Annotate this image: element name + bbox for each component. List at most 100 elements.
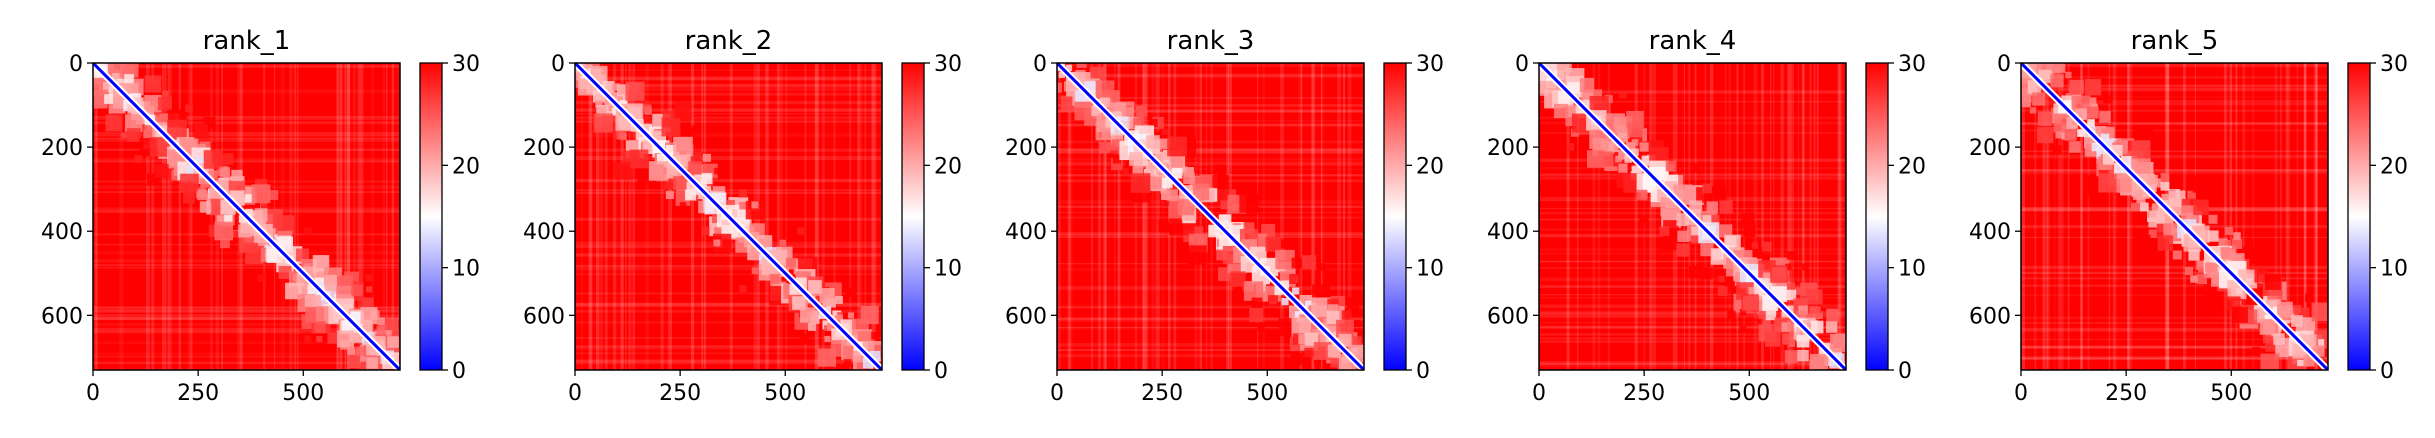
heatmap-block <box>1347 296 1360 310</box>
heatmap-streak <box>1634 63 1636 370</box>
heatmap-block <box>278 265 292 279</box>
heatmap-block <box>701 172 713 184</box>
heatmap-streak <box>660 63 664 370</box>
y-tick-label: 600 <box>1005 304 1047 329</box>
heatmap-block <box>612 107 620 115</box>
heatmap-block <box>1161 177 1173 189</box>
heatmap-block <box>1130 173 1151 193</box>
colorbar <box>1865 62 1889 371</box>
heatmap-streak <box>2021 150 2328 153</box>
heatmap-streak <box>2021 169 2328 173</box>
heatmap-streak <box>691 63 695 370</box>
heatmap-streak <box>575 108 882 112</box>
heatmap-block <box>641 123 653 134</box>
heatmap-block <box>231 169 243 182</box>
heatmap-block <box>2098 173 2118 193</box>
heatmap-block <box>376 354 386 365</box>
heatmap-streak <box>1057 96 1364 99</box>
plot-frame <box>1538 62 1847 371</box>
heatmap-block <box>1809 306 1821 318</box>
heatmap-streak <box>596 63 600 370</box>
heatmap-block <box>2091 142 2101 152</box>
x-tick-label: 500 <box>764 381 806 406</box>
heatmap-streak <box>1057 140 1364 144</box>
heatmap-streak <box>2128 63 2133 370</box>
heatmap-streak <box>1539 252 1846 255</box>
heatmap-block <box>613 162 631 180</box>
heatmap-cells <box>1539 63 1846 370</box>
heatmap-block <box>679 202 687 209</box>
heatmap-block <box>1702 183 1712 194</box>
heatmap-block <box>360 307 378 325</box>
heatmap-block <box>1233 286 1242 296</box>
heatmap-block <box>1214 164 1227 178</box>
heatmap-block <box>1160 151 1170 161</box>
heatmap-diagonal <box>2021 63 2328 370</box>
heatmap-block <box>701 226 710 236</box>
heatmap-block <box>1739 325 1747 333</box>
heatmap-streak <box>1539 248 1846 251</box>
heatmap-block <box>1748 286 1757 296</box>
heatmap-block <box>2259 319 2276 335</box>
heatmap-streak <box>613 63 617 370</box>
heatmap-block <box>1058 71 1065 79</box>
heatmap-block <box>1640 191 1648 199</box>
heatmap-streak <box>1151 63 1155 370</box>
heatmap-block <box>1566 143 1575 151</box>
heatmap-block <box>1763 317 1771 326</box>
heatmap-block <box>251 184 271 204</box>
heatmap-block <box>616 130 626 140</box>
heatmap-block <box>2196 260 2206 270</box>
heatmap-block <box>1782 333 1794 345</box>
heatmap-streak <box>832 63 836 370</box>
heatmap-block <box>1243 281 1264 301</box>
heatmap-streak <box>93 160 400 163</box>
heatmap-block <box>1758 310 1767 320</box>
heatmap-streak <box>575 119 882 121</box>
colorbar-tick-label: 10 <box>1416 257 1444 282</box>
heatmap-block <box>1187 245 1207 265</box>
heatmap-streak <box>776 63 780 370</box>
heatmap-streak <box>2303 63 2307 370</box>
colorbar-tick-label: 10 <box>934 257 962 282</box>
heatmap-streak <box>1539 159 1846 162</box>
heatmap-streak <box>575 116 882 118</box>
heatmap-streak <box>588 63 593 370</box>
heatmap-block <box>195 156 207 169</box>
heatmap-block <box>2197 288 2205 296</box>
heatmap-block <box>743 238 753 248</box>
heatmap-block <box>1155 131 1163 139</box>
colorbar-tick-label: 0 <box>1898 359 1912 384</box>
heatmap-block <box>1618 163 1628 173</box>
y-tick-label: 200 <box>1969 136 2011 161</box>
heatmap-block <box>1765 309 1777 321</box>
heatmap-streak <box>1057 343 1364 347</box>
y-tick-label: 600 <box>1487 304 1529 329</box>
panel-title: rank_3 <box>1167 26 1255 56</box>
heatmap-streak <box>93 266 400 269</box>
heatmap-streak <box>1343 63 1346 370</box>
heatmap-streak <box>2021 328 2328 330</box>
heatmap-block <box>2313 334 2323 344</box>
heatmap-block <box>1291 257 1303 269</box>
plot-frame <box>92 62 401 371</box>
heatmap-block <box>1275 249 1295 270</box>
heatmap-block <box>1743 225 1756 237</box>
heatmap-block <box>766 239 773 247</box>
heatmap-block <box>2148 174 2158 185</box>
heatmap-streak <box>2021 265 2328 270</box>
heatmap-diagonal <box>1057 63 1364 370</box>
heatmap-streak <box>1257 63 1259 370</box>
heatmap-streak <box>2045 63 2049 370</box>
heatmap-streak <box>336 63 339 370</box>
heatmap-block <box>2224 239 2231 247</box>
heatmap-streak <box>778 63 783 370</box>
heatmap-block <box>2259 309 2270 321</box>
heatmap-block <box>2231 238 2243 250</box>
heatmap-block <box>221 153 234 165</box>
heatmap-block <box>2148 229 2158 239</box>
heatmap-streak <box>575 133 882 137</box>
heatmap-streak <box>2021 96 2328 98</box>
heatmap-block <box>1719 224 1733 238</box>
heatmap-streak <box>1199 63 1203 370</box>
